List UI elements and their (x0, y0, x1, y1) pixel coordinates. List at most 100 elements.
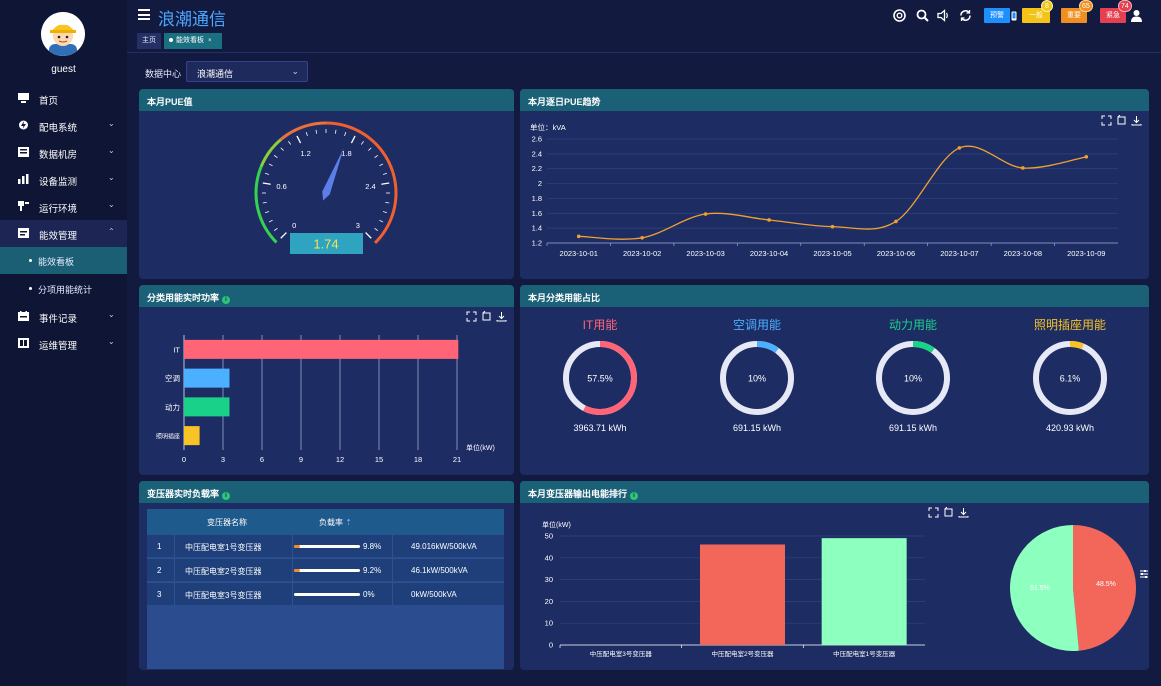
menu-toggle-icon[interactable] (138, 9, 150, 21)
data-point[interactable] (576, 234, 581, 239)
sidebar-item-data-room[interactable]: 数据机房 ⌄ (0, 139, 127, 166)
info-icon[interactable]: i (630, 492, 639, 500)
data-point[interactable] (640, 236, 644, 240)
sidebar-subitem-energy-stats[interactable]: 分项用能统计 (0, 275, 127, 302)
download-icon[interactable] (958, 507, 969, 518)
gauge-tick-label: 1.2 (300, 149, 310, 158)
pie-slice[interactable] (1010, 525, 1079, 651)
transformer-load-panel: 变压器实时负载率 i 变压器名称 负载率 ⇡ 1 中压配电室1号变压器 9.8% 49.… (139, 481, 514, 670)
row-load: 49.016kW/500kVA (411, 542, 477, 551)
sidebar-subitem-label: 分项用能统计 (38, 285, 93, 295)
y-tick-label: 1.2 (532, 239, 542, 248)
data-point[interactable] (767, 218, 771, 222)
panel-title: 本月变压器输出电能排行 i (528, 487, 639, 500)
sidebar-item-label: 事件记录 (39, 314, 78, 325)
lifebuoy-icon[interactable] (893, 9, 906, 22)
data-point[interactable] (1084, 155, 1089, 159)
maintenance-icon (18, 338, 29, 348)
sidebar-item-power-system[interactable]: 配电系统 ⌄ (0, 112, 127, 139)
pie-slice[interactable] (1073, 525, 1137, 651)
tab-home[interactable]: 主页 (137, 33, 161, 49)
restore-icon[interactable] (943, 506, 954, 518)
gauge-band-segment (301, 123, 311, 129)
x-tick-label: 0 (182, 455, 186, 464)
data-point[interactable] (830, 224, 835, 229)
sidebar-item-home[interactable]: 首页 ⌄ (0, 85, 127, 112)
panel-title-text: 本月变压器输出电能排行 (528, 489, 628, 499)
info-icon[interactable]: i (222, 492, 231, 500)
bar[interactable] (184, 368, 230, 388)
column-header-rate[interactable]: 负载率 ⇡ (319, 518, 352, 527)
donut-percent: 57.5% (587, 374, 613, 384)
zoom-icon[interactable] (1101, 115, 1112, 126)
bar[interactable] (184, 339, 459, 359)
donut-slice[interactable] (720, 341, 794, 415)
sidebar-item-event-log[interactable]: 事件记录 ⌄ (0, 303, 127, 330)
sidebar-item-maintenance[interactable]: 运维管理 ⌄ (0, 330, 127, 357)
gauge-tick (305, 132, 308, 137)
data-point[interactable] (1021, 166, 1025, 170)
alert-urgent-button[interactable]: 紧急 (1100, 8, 1126, 23)
row-rate: 9.2% (363, 566, 382, 575)
refresh-icon[interactable] (959, 9, 972, 22)
search-icon[interactable] (916, 9, 929, 22)
alert-important-button[interactable]: 重要 (1061, 8, 1087, 23)
donut-title: IT用能 (582, 318, 618, 332)
data-point[interactable] (894, 219, 898, 224)
gauge-tick (382, 211, 387, 214)
sort-icon[interactable]: ⇡ (345, 518, 352, 527)
zoom-icon[interactable] (466, 311, 477, 322)
bar[interactable] (700, 544, 785, 645)
filter-settings-icon[interactable] (1139, 569, 1149, 579)
tab-dashboard[interactable]: 能效看板 × (164, 33, 222, 49)
datacenter-select[interactable]: 浪潮通信 ⌄ (186, 61, 308, 82)
alert-label: 预警 (990, 12, 1004, 19)
download-icon[interactable] (1131, 115, 1142, 126)
volume-icon[interactable] (937, 9, 950, 22)
x-tick-label: 2023-10-09 (1067, 249, 1105, 258)
table-row[interactable]: 2 中压配电室2号变压器 9.2% 46.1kW/500kVA (147, 558, 504, 581)
donut-slice[interactable] (563, 341, 637, 415)
alert-normal-button[interactable]: 一般 (1022, 8, 1050, 23)
restore-icon[interactable] (1116, 114, 1127, 126)
gauge-band-segment (379, 228, 387, 238)
zoom-icon[interactable] (928, 507, 939, 518)
avatar[interactable] (41, 12, 85, 56)
panel-title: 本月分类用能占比 (528, 293, 601, 303)
table-row[interactable]: 1 中压配电室1号变压器 9.8% 49.016kW/500kVA (147, 534, 504, 557)
data-point[interactable] (703, 212, 708, 216)
x-tick-label: 2023-10-03 (686, 249, 724, 258)
alert-important-badge: 65 (1079, 0, 1093, 12)
sidebar-item-environment[interactable]: 运行环境 ⌄ (0, 193, 127, 220)
load-progress-fill (294, 569, 301, 572)
user-icon[interactable] (1130, 9, 1143, 22)
bar[interactable] (184, 397, 230, 417)
alert-warning-button[interactable]: 预警 (984, 8, 1010, 23)
info-icon[interactable]: i (222, 296, 231, 304)
donut-slice[interactable] (1033, 341, 1107, 415)
sidebar-item-device-monitor[interactable]: 设备监测 ⌄ (0, 166, 127, 193)
sidebar-item-energy-management[interactable]: 能效管理 ⌃ (0, 220, 127, 247)
data-point[interactable] (957, 146, 962, 150)
sidebar-item-label: 运行环境 (39, 204, 78, 215)
donut-percent: 10% (748, 374, 766, 384)
y-tick-label: 30 (545, 575, 553, 584)
close-icon[interactable]: × (208, 38, 212, 44)
download-icon[interactable] (496, 311, 507, 322)
column-divider (292, 535, 293, 557)
restore-icon[interactable] (481, 310, 492, 322)
gauge-tick (315, 129, 318, 134)
bullet-icon (169, 38, 173, 43)
sidebar-subitem-dashboard[interactable]: 能效看板 (0, 247, 127, 274)
donut-slice[interactable] (876, 341, 950, 415)
monitor-icon (18, 93, 29, 103)
gauge-tick (265, 172, 270, 175)
bar[interactable] (821, 538, 907, 645)
chart-toolbox (462, 310, 507, 323)
table-row[interactable]: 3 中压配电室3号变压器 0% 0kW/500kVA (147, 582, 504, 605)
sidebar-item-label: 配电系统 (39, 123, 78, 134)
sidebar-item-label: 首页 (39, 96, 59, 107)
gauge-band-segment (393, 198, 398, 208)
donut-kwh: 691.15 kWh (888, 423, 938, 433)
bar[interactable] (184, 426, 200, 446)
